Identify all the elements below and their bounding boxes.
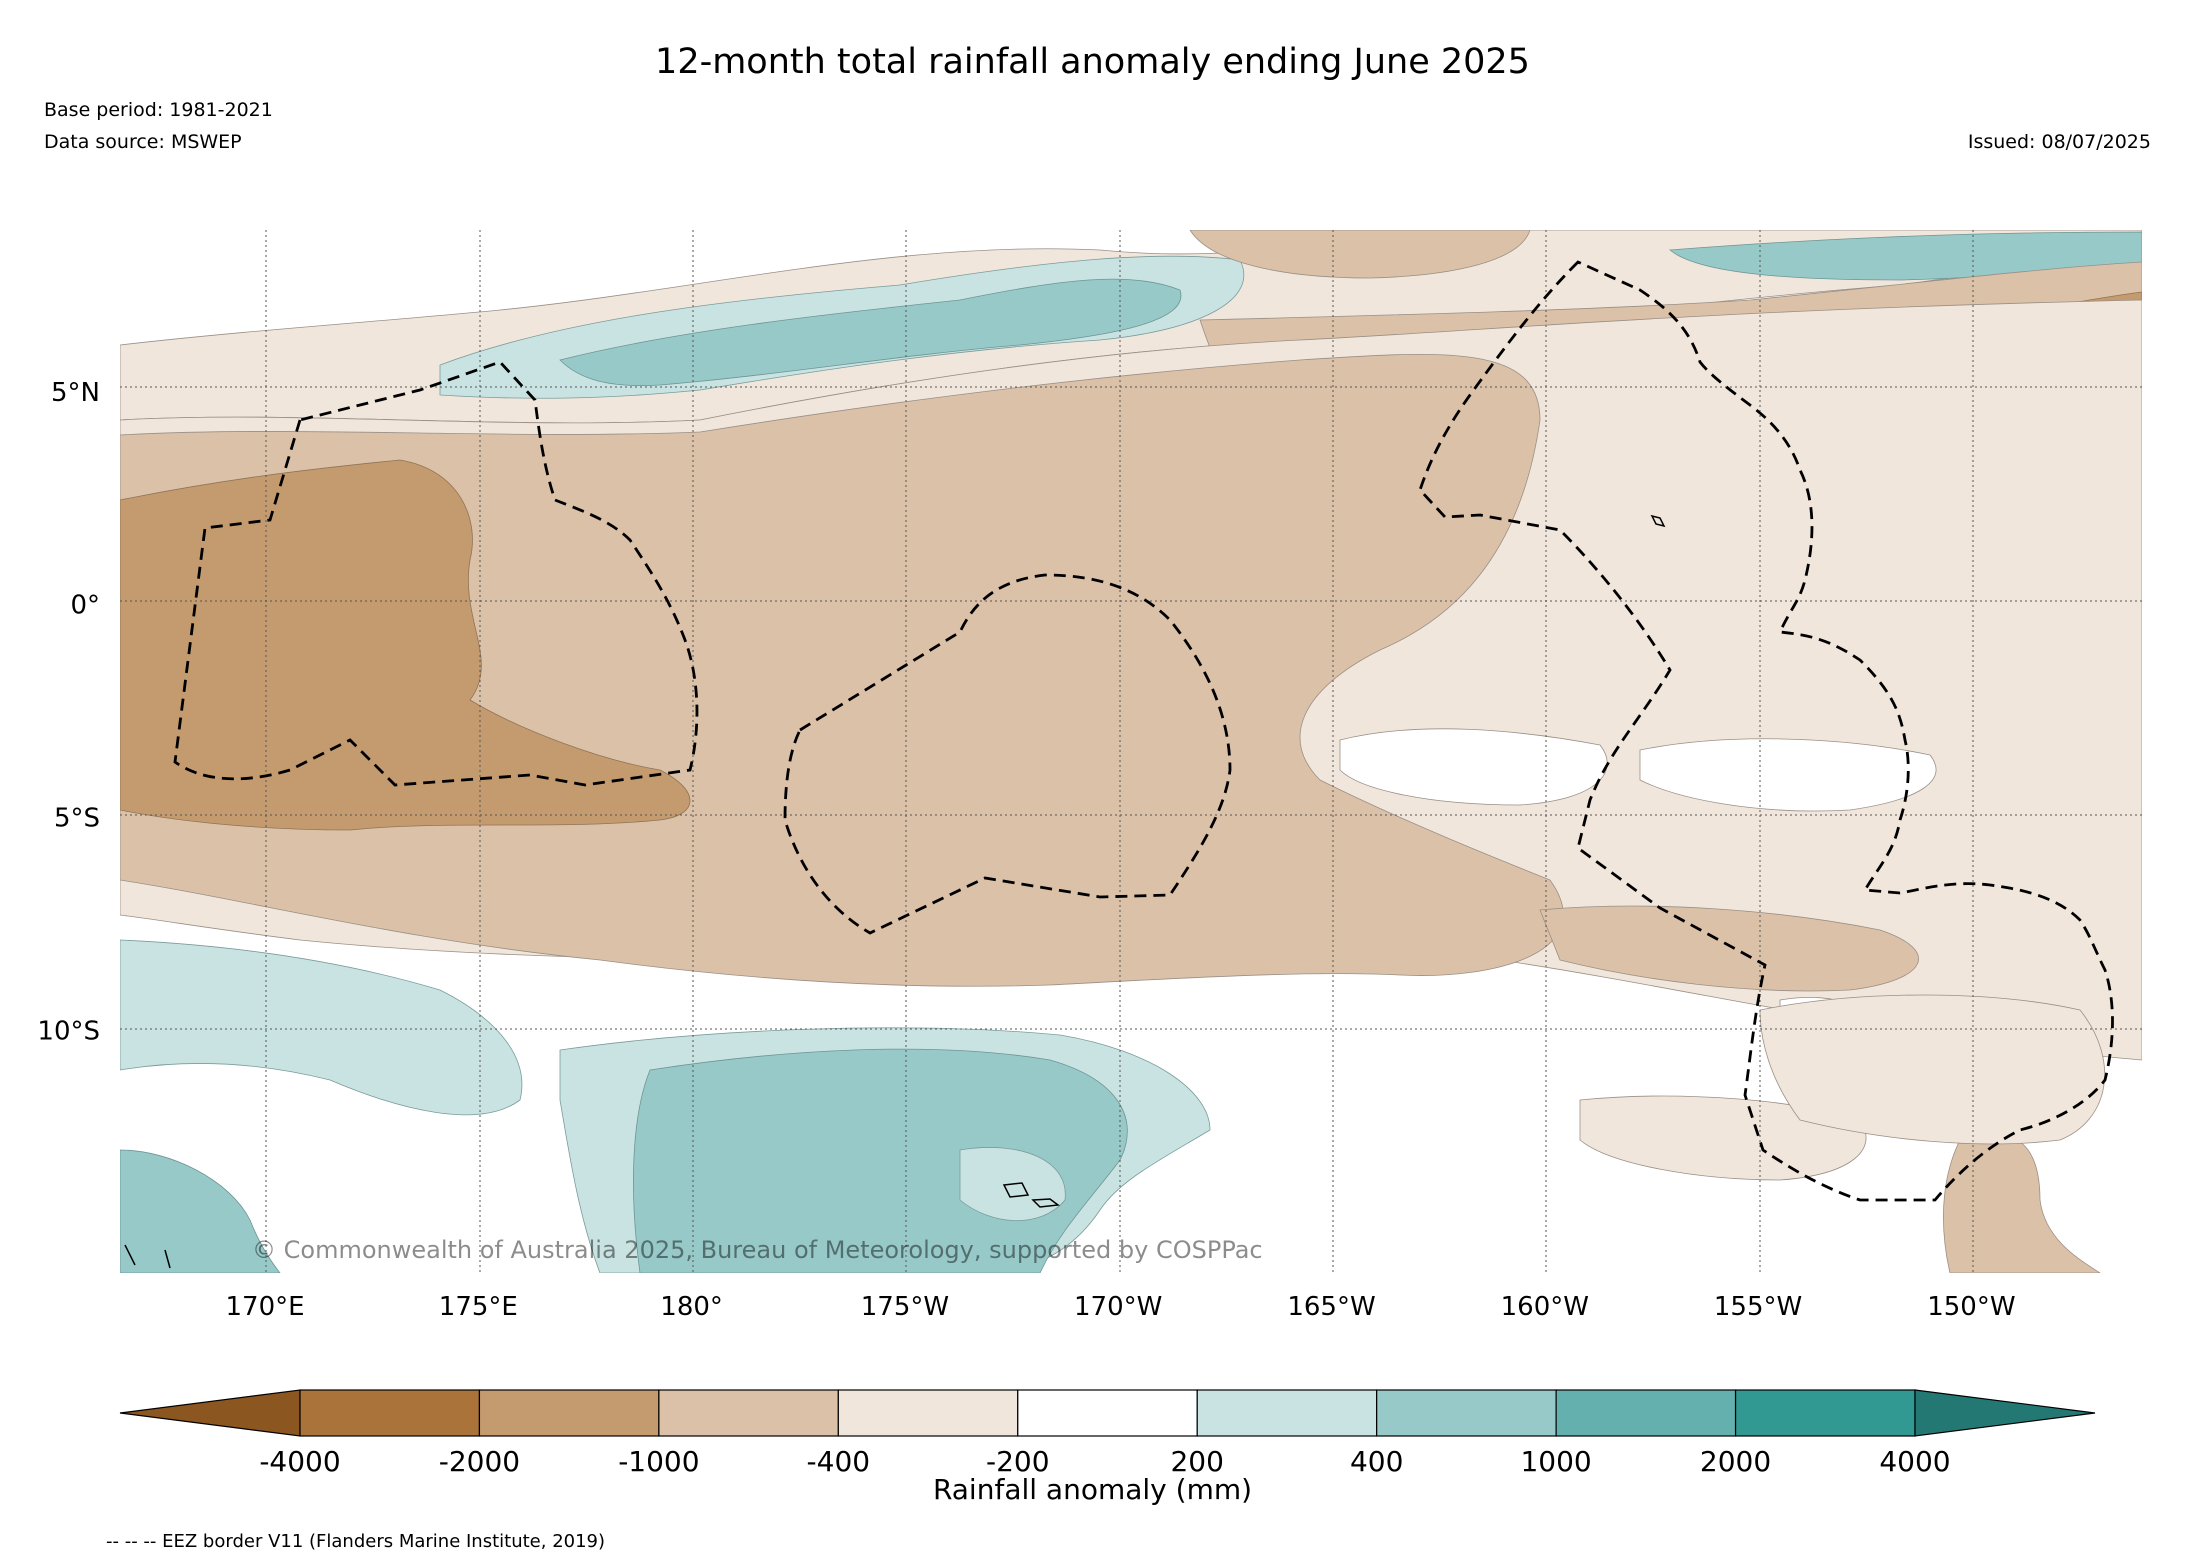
lat-tick-label: 5°S xyxy=(54,803,100,833)
lon-tick-label: 170°W xyxy=(1074,1292,1162,1322)
colorbar-bin xyxy=(1017,1389,1198,1437)
anomaly-region-east-normal-b xyxy=(1639,738,1937,812)
lon-tick-label: 165°W xyxy=(1287,1292,1375,1322)
anomaly-region-southeast-dry-light xyxy=(1579,1095,1867,1181)
base-period-label: Base period: 1981-2021 xyxy=(44,99,273,121)
lon-tick-label: 155°W xyxy=(1714,1292,1802,1322)
lon-tick-label: 160°W xyxy=(1501,1292,1589,1322)
eez-border-kiribati-gilbert xyxy=(173,360,699,787)
colorbar-tick-label: -4000 xyxy=(259,1445,340,1478)
colorbar-tick-label: 2000 xyxy=(1700,1445,1771,1478)
colorbar-tick-label: 4000 xyxy=(1879,1445,1950,1478)
colorbar-bin xyxy=(837,1389,1019,1437)
colorbar-bin xyxy=(478,1389,660,1437)
colorbar-title: Rainfall anomaly (mm) xyxy=(932,1473,1253,1506)
colorbar-bin xyxy=(299,1389,481,1437)
eez-borders xyxy=(173,260,2114,1202)
colorbar-bin xyxy=(1555,1389,1737,1437)
lon-tick-label: 180° xyxy=(660,1292,723,1322)
colorbar xyxy=(119,1389,2096,1437)
map-panel: © Commonwealth of Australia 2025, Bureau… xyxy=(120,230,2142,1273)
anomaly-region-southwest-wet-corner xyxy=(120,1149,281,1273)
anomaly-region-southeast-dry-light-b xyxy=(1759,994,2106,1145)
anomaly-region-west-dry-strong xyxy=(120,459,691,831)
islands xyxy=(124,514,1666,1269)
island-samoa-upolu xyxy=(1002,1182,1030,1198)
colorbar-tick-label: -1000 xyxy=(618,1445,699,1478)
lat-tick-label: 10°S xyxy=(37,1016,100,1046)
eez-border-kiribati-line xyxy=(1418,260,2114,1202)
latitude-tick-labels: 5°N 0° 5°S 10°S xyxy=(37,378,100,1047)
colorbar-tick-label: -200 xyxy=(986,1445,1050,1478)
anomaly-region-east-dry-mid xyxy=(1539,905,1919,992)
colorbar-tick-label: 1000 xyxy=(1520,1445,1591,1478)
eez-border-tokelau xyxy=(783,573,1232,935)
anomaly-region-equatorial-dry-mid xyxy=(120,354,1564,987)
island-samoa-savaii xyxy=(1031,1198,1060,1208)
colorbar-bin xyxy=(1196,1389,1378,1437)
lon-tick-label: 175°E xyxy=(439,1292,518,1322)
anomaly-region-east-normal-a xyxy=(1339,728,1608,806)
lon-tick-label: 150°W xyxy=(1927,1292,2015,1322)
anomaly-region-north-dry-top xyxy=(1189,230,1531,279)
colorbar-extend-high xyxy=(1914,1389,2096,1437)
colorbar-bin xyxy=(658,1389,839,1437)
longitude-tick-labels: 170°E 175°E 180° 175°W 170°W 165°W 160°W 155°W 1… xyxy=(226,1292,2016,1322)
colorbar-tick-label: 400 xyxy=(1350,1445,1403,1478)
map-title: 12-month total rainfall anomaly ending J… xyxy=(655,42,1530,82)
lon-tick-label: 170°E xyxy=(226,1292,305,1322)
lat-tick-label: 0° xyxy=(70,591,100,621)
anomaly-region-north-wet-mid xyxy=(559,278,1182,386)
lon-tick-label: 175°W xyxy=(861,1292,949,1322)
issued-date-label: Issued: 08/07/2025 xyxy=(1967,131,2151,153)
colorbar-bin xyxy=(1734,1389,1916,1437)
colorbar-tick-label: -400 xyxy=(807,1445,871,1478)
colorbar-bin xyxy=(1376,1389,1557,1437)
colorbar-extend-low xyxy=(119,1389,301,1437)
island-kiritimati xyxy=(1650,514,1666,528)
anomaly-region-southwest-wet-light xyxy=(120,939,523,1116)
lat-tick-label: 5°N xyxy=(51,378,100,408)
colorbar-tick-label: -2000 xyxy=(439,1445,520,1478)
colorbar-tick-label: 200 xyxy=(1170,1445,1223,1478)
data-source-label: Data source: MSWEP xyxy=(44,131,242,153)
eez-legend-note: -- -- -- EEZ border V11 (Flanders Marine… xyxy=(106,1531,606,1552)
island-tuvalu xyxy=(124,1244,171,1269)
colorbar-tick-labels: -4000 -2000 -1000 -400 -200 200 400 1000 2000 400… xyxy=(259,1445,1950,1478)
copyright-notice: © Commonwealth of Australia 2025, Bureau… xyxy=(252,1236,1263,1264)
